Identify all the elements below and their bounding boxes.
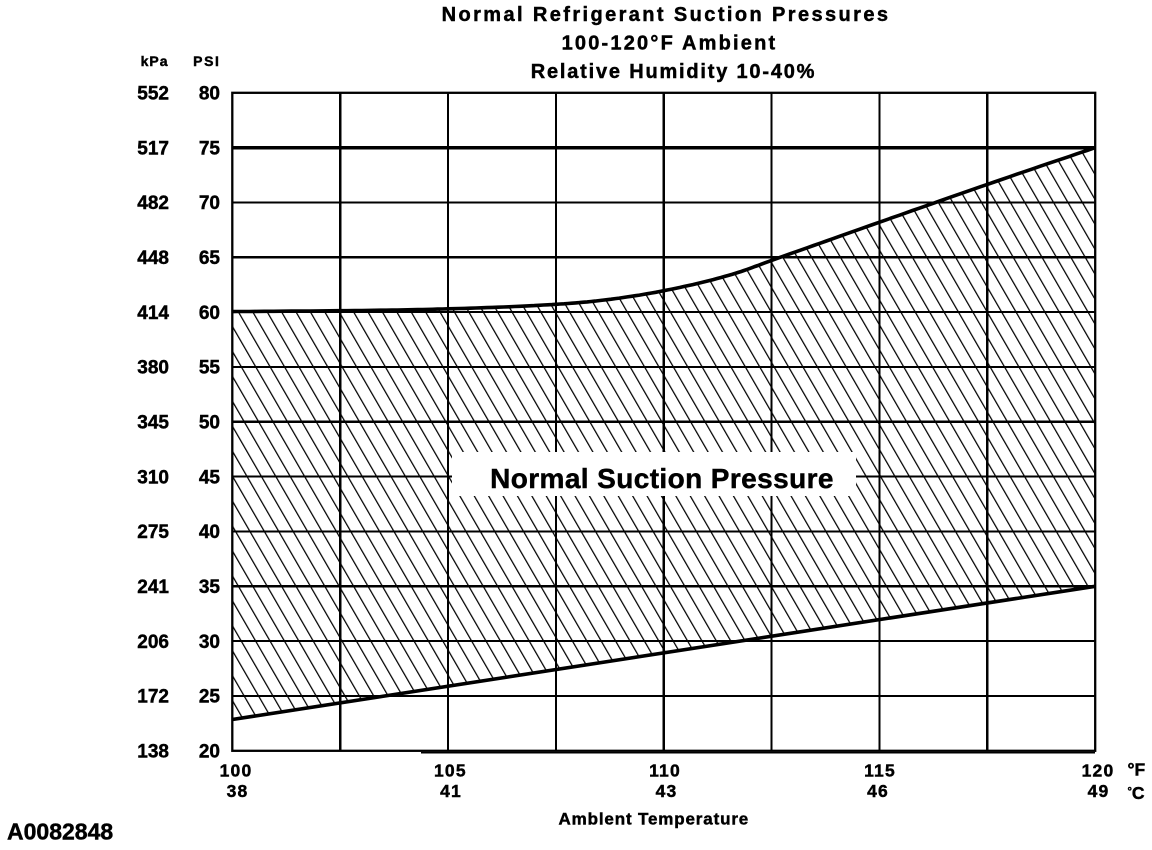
svg-text:414: 414 xyxy=(137,303,169,324)
svg-text:Relative Humidity 10-40%: Relative Humidity 10-40% xyxy=(531,61,817,83)
svg-text:65: 65 xyxy=(199,248,221,269)
svg-text:49: 49 xyxy=(1088,781,1110,801)
svg-text:20: 20 xyxy=(199,742,220,763)
svg-text:°C: °C xyxy=(1128,783,1145,803)
svg-text:46: 46 xyxy=(867,781,889,801)
svg-text:A0082848: A0082848 xyxy=(7,819,113,845)
svg-text:115: 115 xyxy=(864,761,896,781)
svg-text:PSI: PSI xyxy=(193,53,220,69)
svg-text:25: 25 xyxy=(199,687,221,708)
svg-text:80: 80 xyxy=(199,84,220,105)
svg-text:206: 206 xyxy=(137,632,169,653)
svg-text:45: 45 xyxy=(199,467,221,488)
svg-text:138: 138 xyxy=(137,742,169,763)
svg-text:75: 75 xyxy=(199,138,221,159)
svg-text:172: 172 xyxy=(137,687,169,708)
svg-text:Normal Suction Pressure: Normal Suction Pressure xyxy=(490,463,834,494)
svg-text:345: 345 xyxy=(137,413,169,434)
svg-text:40: 40 xyxy=(199,522,220,543)
svg-text:448: 448 xyxy=(137,248,169,269)
svg-text:110: 110 xyxy=(649,761,681,781)
svg-text:380: 380 xyxy=(137,358,169,379)
svg-text:70: 70 xyxy=(199,193,220,214)
svg-text:105: 105 xyxy=(434,761,467,781)
svg-text:552: 552 xyxy=(137,84,169,105)
svg-text:°F: °F xyxy=(1128,760,1146,780)
svg-text:38: 38 xyxy=(227,781,249,801)
svg-text:Normal Refrigerant Suction: Normal Refrigerant Suction Pressures xyxy=(442,4,891,26)
svg-text:310: 310 xyxy=(137,467,169,488)
svg-text:100: 100 xyxy=(220,761,253,781)
svg-text:482: 482 xyxy=(137,193,169,214)
svg-text:Amblent Temperature: Amblent Temperature xyxy=(559,810,750,829)
svg-text:120: 120 xyxy=(1082,761,1115,781)
svg-text:35: 35 xyxy=(199,577,221,598)
svg-text:517: 517 xyxy=(137,138,169,159)
svg-text:275: 275 xyxy=(137,522,169,543)
svg-text:100-120°F Ambient: 100-120°F Ambient xyxy=(562,32,778,54)
svg-text:60: 60 xyxy=(199,303,220,324)
svg-text:30: 30 xyxy=(199,632,220,653)
svg-text:43: 43 xyxy=(656,781,678,801)
svg-text:55: 55 xyxy=(199,358,221,379)
svg-text:241: 241 xyxy=(137,577,169,598)
svg-text:kPa: kPa xyxy=(141,53,169,69)
svg-text:41: 41 xyxy=(440,781,462,801)
svg-text:50: 50 xyxy=(199,413,220,434)
